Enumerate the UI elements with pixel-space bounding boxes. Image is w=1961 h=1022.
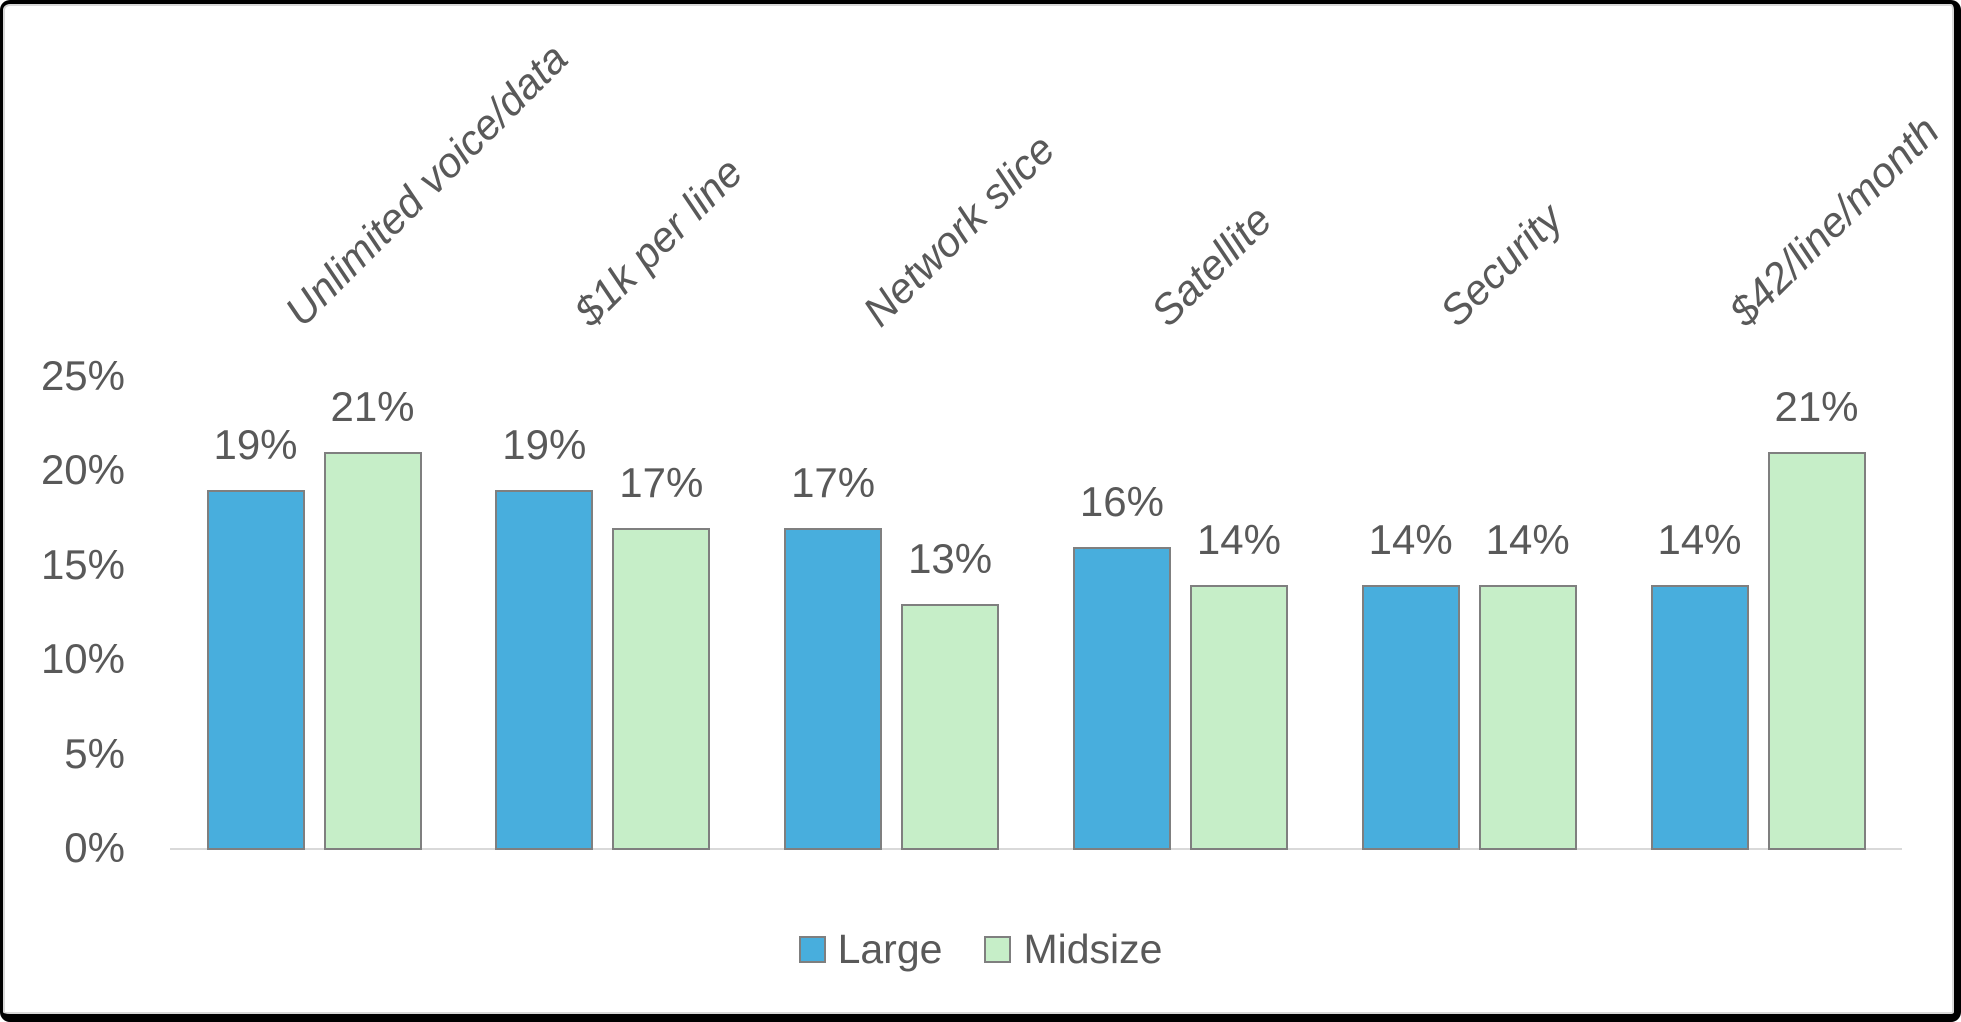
y-axis-tick-10: 10%: [40, 635, 125, 682]
legend-item-large: Large: [798, 926, 943, 972]
legend: Large Midsize: [0, 926, 1961, 972]
bar-value-label-large-3: 17%: [791, 459, 876, 506]
bar-midsize-1: [323, 452, 422, 850]
bar-midsize-4: [1189, 585, 1288, 850]
y-axis-tick-0: 0%: [64, 824, 125, 871]
bar-midsize-3: [901, 604, 1000, 850]
bar-large-3: [784, 528, 883, 850]
bar-value-label-midsize-1: 21%: [330, 383, 415, 430]
category-label-2: $1k per line: [564, 148, 752, 335]
bar-large-5: [1361, 585, 1460, 850]
y-axis-tick-25: 25%: [40, 351, 125, 399]
bar-large-6: [1650, 585, 1749, 850]
category-label-4: Satellite: [1142, 196, 1282, 335]
bar-value-label-midsize-5: 14%: [1485, 516, 1570, 563]
category-label-1: Unlimited voice/data: [275, 34, 577, 335]
bar-large-1: [206, 490, 305, 850]
y-axis-tick-5: 5%: [64, 729, 125, 777]
y-axis-tick-15: 15%: [40, 540, 125, 588]
legend-label-large: Large: [837, 926, 943, 972]
bar-value-label-midsize-6: 21%: [1774, 383, 1859, 430]
y-axis-tick-20: 20%: [40, 446, 125, 493]
bar-value-label-large-1: 19%: [213, 421, 298, 468]
category-label-3: Network slice: [853, 125, 1064, 335]
bar-midsize-6: [1767, 452, 1866, 850]
bar-value-label-midsize-2: 17%: [619, 459, 704, 506]
bar-midsize-5: [1478, 585, 1577, 850]
bar-value-label-large-5: 14%: [1368, 516, 1453, 563]
x-axis-line: [170, 848, 1902, 850]
legend-item-midsize: Midsize: [984, 926, 1162, 972]
bar-value-label-midsize-4: 14%: [1196, 516, 1281, 563]
legend-swatch-midsize: [984, 935, 1012, 963]
bar-large-4: [1072, 547, 1171, 850]
bar-value-label-large-6: 14%: [1657, 516, 1742, 563]
legend-swatch-large: [798, 935, 826, 963]
legend-label-midsize: Midsize: [1023, 926, 1163, 972]
bar-value-label-midsize-3: 13%: [908, 535, 993, 582]
bar-value-label-large-4: 16%: [1079, 478, 1164, 525]
bar-large-2: [495, 490, 594, 850]
bar-value-label-large-2: 19%: [502, 421, 587, 468]
bar-midsize-2: [612, 528, 711, 850]
category-label-5: Security: [1430, 194, 1572, 335]
category-label-6: $42/line/month: [1719, 106, 1948, 335]
